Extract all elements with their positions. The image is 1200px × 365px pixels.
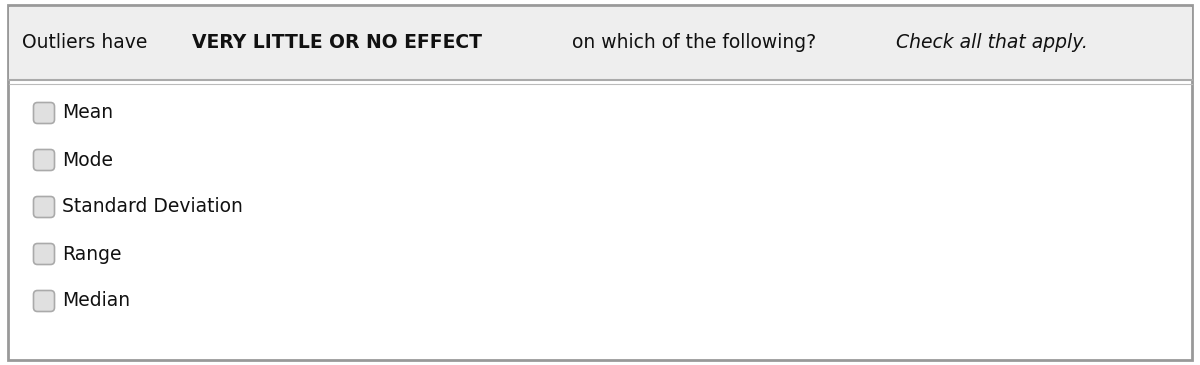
Text: Median: Median bbox=[62, 292, 130, 311]
Text: Range: Range bbox=[62, 245, 121, 264]
FancyBboxPatch shape bbox=[8, 5, 1192, 360]
Text: VERY LITTLE OR NO EFFECT: VERY LITTLE OR NO EFFECT bbox=[192, 34, 481, 53]
FancyBboxPatch shape bbox=[34, 243, 54, 265]
Bar bbox=[10, 7, 1192, 80]
Text: on which of the following?: on which of the following? bbox=[565, 34, 822, 53]
FancyBboxPatch shape bbox=[34, 103, 54, 123]
FancyBboxPatch shape bbox=[34, 291, 54, 311]
FancyBboxPatch shape bbox=[34, 150, 54, 170]
Text: Mode: Mode bbox=[62, 150, 113, 169]
Text: Standard Deviation: Standard Deviation bbox=[62, 197, 242, 216]
Text: Outliers have: Outliers have bbox=[22, 34, 154, 53]
Text: Mean: Mean bbox=[62, 104, 113, 123]
FancyBboxPatch shape bbox=[34, 196, 54, 218]
Text: Check all that apply.: Check all that apply. bbox=[896, 34, 1088, 53]
